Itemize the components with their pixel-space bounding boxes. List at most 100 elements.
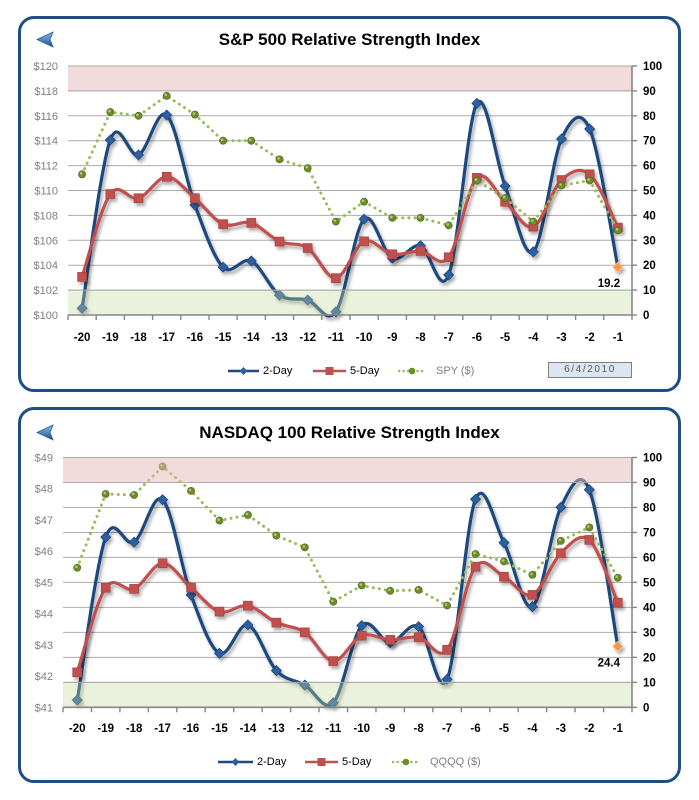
data-point-highlight [136, 113, 139, 117]
left-y-tick-label: $41 [35, 702, 53, 714]
x-tick-label: -13 [271, 332, 288, 344]
data-point-spy--20 [78, 170, 86, 179]
data-point-highlight [444, 603, 448, 606]
data-point-highlight [305, 165, 309, 169]
data-point-spy--8 [416, 213, 425, 222]
x-tick-label: -3 [556, 723, 566, 735]
data-point-highlight [446, 223, 450, 226]
data-point-spy--18 [134, 111, 143, 120]
data-point-5-day--14 [243, 600, 253, 611]
x-tick-label: -7 [444, 332, 454, 344]
dotted-circle-legend-icon [392, 758, 420, 766]
x-tick-label: -2 [584, 723, 594, 735]
x-tick-label: -20 [74, 332, 91, 344]
data-point-2-day--18 [132, 149, 145, 161]
data-point-highlight [473, 551, 476, 555]
x-tick-label: -7 [442, 723, 452, 735]
data-point-spy--13 [275, 155, 284, 164]
sp500-rsi-chart: -20 -19 -18 -17 -16 -15 -14 -13 -12 -11 -10 -9 -8 -7-… [34, 61, 663, 344]
series-spy [78, 91, 622, 235]
legend-item-2-day: 2-Day [228, 363, 292, 379]
data-point-spy--10 [360, 197, 368, 206]
data-point-highlight [274, 533, 277, 536]
x-tick-label: -9 [385, 723, 395, 735]
data-point-qqqq--5 [500, 557, 508, 566]
data-point-highlight [416, 587, 419, 591]
left-y-tick-label: $106 [34, 235, 58, 247]
data-point-2-day--17 [161, 109, 173, 121]
x-tick-label: -19 [102, 332, 119, 344]
series-2-day [76, 97, 624, 318]
data-point-5-day--11 [331, 273, 341, 283]
data-point-2-day--2 [584, 123, 596, 135]
data-point-highlight [79, 172, 83, 175]
upper-band [68, 66, 632, 91]
left-y-tick-label: $102 [34, 285, 58, 297]
data-point-highlight [501, 559, 505, 562]
data-point-highlight [103, 491, 106, 495]
x-tick-label: -18 [130, 332, 147, 344]
left-y-tick-label: $112 [34, 161, 58, 173]
data-point-highlight [302, 545, 306, 548]
data-point-qqqq--15 [215, 516, 224, 525]
data-point-5-day--10 [356, 630, 367, 641]
right-y-tick-label: 50 [643, 186, 656, 198]
x-tick-label: -17 [154, 723, 171, 735]
data-point-2-day--3 [555, 133, 568, 145]
data-point-5-day--6 [470, 561, 481, 572]
back-arrow-icon [36, 424, 54, 441]
data-point-spy--3 [557, 181, 566, 190]
series-2-day [71, 478, 624, 709]
data-point-qqqq--6 [471, 550, 480, 558]
right-y-tick-label: 50 [643, 577, 656, 589]
data-point-5-day--20 [72, 667, 83, 678]
right-y-tick-label: 10 [643, 285, 656, 297]
data-point-highlight [131, 492, 135, 496]
data-point-2-day--14 [245, 255, 257, 267]
left-y-tick-label: $108 [34, 210, 58, 222]
data-point-spy--5 [501, 194, 509, 202]
legend-label: 5-Day [342, 756, 372, 768]
data-point-highlight [531, 219, 534, 222]
data-point-spy--19 [106, 108, 115, 116]
data-point-highlight [192, 112, 196, 115]
series-5-day [72, 535, 623, 678]
right-y-tick-label: 30 [643, 235, 656, 247]
data-point-2-day--10 [358, 213, 370, 225]
data-point-spy--7 [444, 221, 453, 230]
data-point-spy--9 [388, 213, 397, 222]
left-y-tick-label: $43 [35, 640, 53, 652]
data-point-5-day--13 [274, 236, 285, 247]
left-y-tick-label: $116 [34, 111, 58, 123]
right-y-tick-label: 100 [643, 61, 662, 73]
right-y-tick-label: 70 [643, 136, 656, 148]
right-y-tick-label: 80 [643, 502, 656, 514]
data-point-highlight [418, 215, 421, 219]
back-button[interactable] [36, 31, 55, 48]
right-y-tick-label: 20 [643, 260, 656, 272]
x-tick-label: -4 [528, 332, 539, 344]
data-point-2-day--6 [469, 493, 482, 505]
x-tick-label: -1 [613, 332, 624, 344]
data-point-2-day--19 [100, 531, 112, 543]
back-button[interactable] [36, 424, 55, 441]
right-y-tick-label: 90 [643, 86, 656, 98]
x-tick-label: -12 [297, 723, 314, 735]
x-tick-label: -14 [243, 332, 260, 344]
x-tick-label: -14 [240, 723, 257, 735]
data-point-5-day--7 [443, 252, 454, 263]
chart-title: S&P 500 Relative Strength Index [218, 30, 481, 49]
x-tick-label: -11 [328, 332, 345, 344]
x-tick-label: -5 [499, 723, 510, 735]
left-y-tick-label: $110 [34, 186, 58, 198]
data-point-5-day--16 [190, 193, 200, 204]
x-tick-label: -4 [527, 723, 538, 735]
upper-band [63, 457, 632, 483]
nasdaq100-rsi-chart: -20 -19 -18 -17 -16 -15 -14 -13 -12 -11 -10 -9 -8 -7-… [35, 453, 663, 736]
left-y-tick-label: $49 [35, 453, 53, 465]
legend-item-5-day: 5-Day [305, 754, 371, 770]
right-y-tick-label: 60 [643, 161, 656, 173]
data-point-highlight [188, 488, 192, 492]
lower-band [63, 682, 632, 708]
back-arrow-icon [36, 31, 54, 48]
